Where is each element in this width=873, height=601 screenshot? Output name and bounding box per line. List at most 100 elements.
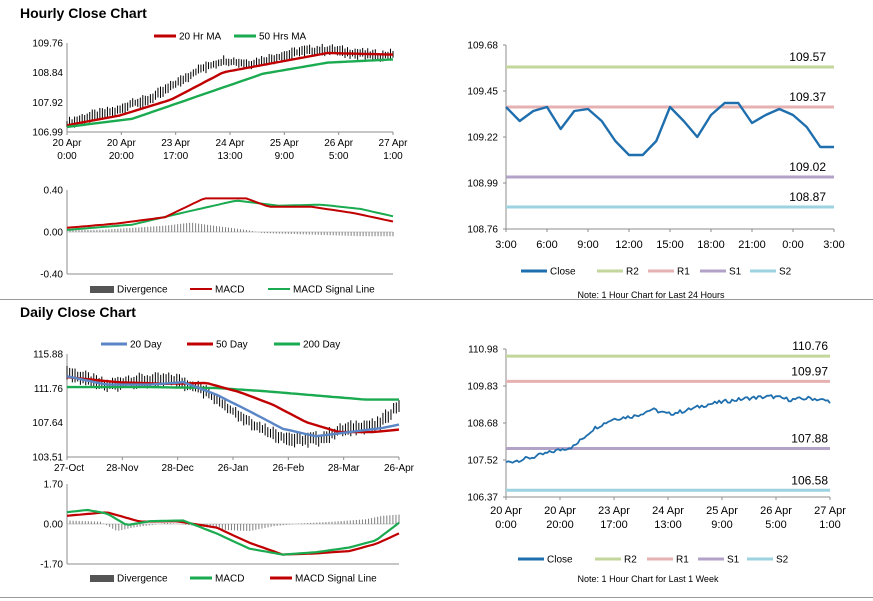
hourly-legend-20hr-label: 20 Hr MA — [179, 32, 222, 43]
daily-20day-line — [66, 375, 400, 438]
hourly-price-xtick: 20:00 — [109, 151, 134, 162]
daily-levels-legend-s1-label: S1 — [727, 555, 740, 566]
daily-legend-divergence-swatch — [90, 575, 114, 582]
daily-close-line — [505, 394, 831, 464]
hourly-legend-divergence-label: Divergence — [117, 285, 168, 296]
hourly-levels-legend-r2-label: R2 — [626, 267, 639, 278]
daily-price-xtick: 28-Mar — [328, 463, 360, 474]
daily-levels-xtick: 23 Apr — [598, 505, 630, 517]
daily-price-ytick: 107.64 — [32, 418, 63, 429]
daily-levels-xtick: 20 Apr — [490, 505, 522, 517]
daily-levels-legend-r1-label: R1 — [676, 555, 689, 566]
daily-macd-line — [66, 508, 400, 556]
hourly-levels-xtick: 18:00 — [697, 239, 725, 251]
daily-macd-ytick: -1.70 — [40, 560, 63, 571]
hourly-levels-xtick: 9:00 — [577, 239, 598, 251]
daily-200day-line — [67, 385, 399, 401]
hourly-legend-signal-label: MACD Signal Line — [293, 285, 375, 296]
hourly-price-xtick: 26 Apr — [324, 138, 354, 149]
hourly-levels-xtick: 3:00 — [495, 239, 516, 251]
hourly-price-xtick: 27 Apr — [379, 138, 409, 149]
hourly-macd-ytick: 0.00 — [44, 228, 64, 239]
hourly-levels-xtick: 3:00 — [823, 239, 844, 251]
hourly-price-xtick: 24 Apr — [216, 138, 246, 149]
hourly-levels-xtick: 15:00 — [656, 239, 684, 251]
daily-levels-xtick: 9:00 — [711, 519, 732, 531]
daily-level-s2-label: 106.58 — [791, 473, 828, 487]
hourly-levels-legend-r1-label: R1 — [677, 267, 690, 278]
daily-price-xtick: 26-Apr — [384, 463, 415, 474]
hourly-levels-ytick: 109.22 — [467, 133, 498, 144]
daily-price-ytick: 111.76 — [34, 384, 64, 395]
bottom-divider — [0, 597, 873, 598]
hourly-levels-xtick: 12:00 — [615, 239, 643, 251]
daily-legend-50day-label: 50 Day — [216, 340, 248, 351]
daily-price-xtick: 27-Oct — [54, 463, 84, 474]
daily-levels-ytick: 108.68 — [467, 419, 498, 430]
hourly-levels-ytick: 109.45 — [467, 87, 498, 98]
hourly-20hr-ma-line — [66, 51, 394, 127]
daily-macd-ytick: 0.00 — [44, 520, 64, 531]
daily-levels-ytick: 107.52 — [467, 456, 498, 467]
hourly-price-xtick: 9:00 — [275, 151, 295, 162]
section-divider — [0, 299, 873, 300]
hourly-levels-ytick: 108.76 — [467, 225, 498, 236]
daily-levels-legend-s2-label: S2 — [776, 555, 789, 566]
hourly-level-r2-label: 109.57 — [789, 50, 826, 64]
daily-level-s1-label: 107.88 — [791, 432, 828, 446]
hourly-macd-ytick: 0.40 — [44, 186, 64, 197]
hourly-levels-note: Note: 1 Hour Chart for Last 24 Hours — [577, 290, 725, 300]
daily-legend-20day-label: 20 Day — [130, 340, 162, 351]
daily-legend-divergence-label: Divergence — [117, 574, 168, 585]
daily-macd-signal-line — [66, 511, 400, 556]
hourly-price-ytick: 109.76 — [32, 39, 63, 50]
hourly-legend-50hr-label: 50 Hrs MA — [259, 32, 307, 43]
hourly-section-title: Hourly Close Chart — [20, 5, 147, 21]
hourly-levels-legend-s2-label: S2 — [779, 267, 792, 278]
daily-levels-ytick: 106.37 — [467, 493, 498, 504]
daily-level-r2-label: 110.76 — [792, 339, 828, 353]
hourly-price-xtick: 20 Apr — [53, 138, 83, 149]
daily-levels-xtick: 0:00 — [495, 519, 516, 531]
hourly-levels-ytick: 109.68 — [467, 41, 498, 52]
hourly-legend-divergence-swatch — [90, 286, 114, 293]
daily-levels-xtick: 20 Apr — [544, 505, 576, 517]
hourly-price-xtick: 23 Apr — [161, 138, 191, 149]
hourly-price-xtick: 1:00 — [383, 151, 403, 162]
hourly-50hr-ma-line — [66, 58, 394, 129]
daily-price-ytick: 115.88 — [33, 350, 63, 361]
daily-levels-xtick: 20:00 — [546, 519, 574, 531]
daily-levels-note: Note: 1 Hour Chart for Last 1 Week — [578, 574, 719, 584]
hourly-legend-macd-label: MACD — [215, 285, 244, 296]
hourly-macd-ytick: -0.40 — [40, 270, 63, 281]
daily-level-r1-label: 109.97 — [791, 364, 828, 378]
daily-levels-ytick: 110.98 — [468, 345, 498, 356]
daily-levels-xtick: 25 Apr — [706, 505, 738, 517]
daily-levels-xtick: 26 Apr — [760, 505, 792, 517]
daily-price-xtick: 26-Feb — [272, 463, 304, 474]
daily-section-title: Daily Close Chart — [20, 304, 136, 320]
daily-legend-signal-label: MACD Signal Line — [295, 574, 377, 585]
hourly-price-xtick: 25 Apr — [270, 138, 300, 149]
daily-legend-200day-label: 200 Day — [303, 340, 340, 351]
hourly-levels-legend-s1-label: S1 — [729, 267, 742, 278]
daily-legend-macd-label: MACD — [215, 574, 244, 585]
daily-levels-ytick: 109.83 — [467, 382, 498, 393]
daily-price-ytick: 103.51 — [32, 453, 63, 464]
hourly-macd-line — [66, 197, 394, 229]
hourly-price-ytick: 107.92 — [32, 98, 63, 109]
daily-levels-legend-r2-label: R2 — [624, 555, 637, 566]
daily-levels-xtick: 27 Apr — [814, 505, 846, 517]
daily-levels-xtick: 1:00 — [819, 519, 840, 531]
hourly-close-line — [505, 101, 834, 157]
hourly-price-xtick: 17:00 — [163, 151, 188, 162]
hourly-price-ytick: 108.84 — [32, 68, 63, 79]
hourly-levels-xtick: 21:00 — [738, 239, 766, 251]
hourly-price-ytick: 106.99 — [32, 128, 63, 139]
daily-price-xtick: 28-Dec — [162, 463, 194, 474]
hourly-price-xtick: 20 Apr — [107, 138, 137, 149]
hourly-price-xtick: 0:00 — [57, 151, 77, 162]
daily-levels-xtick: 5:00 — [765, 519, 786, 531]
hourly-level-s2-label: 108.87 — [789, 190, 826, 204]
